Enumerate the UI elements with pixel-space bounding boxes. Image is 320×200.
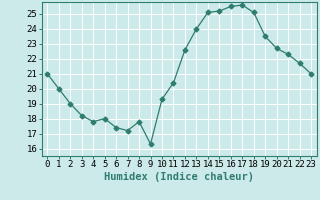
X-axis label: Humidex (Indice chaleur): Humidex (Indice chaleur) — [104, 172, 254, 182]
